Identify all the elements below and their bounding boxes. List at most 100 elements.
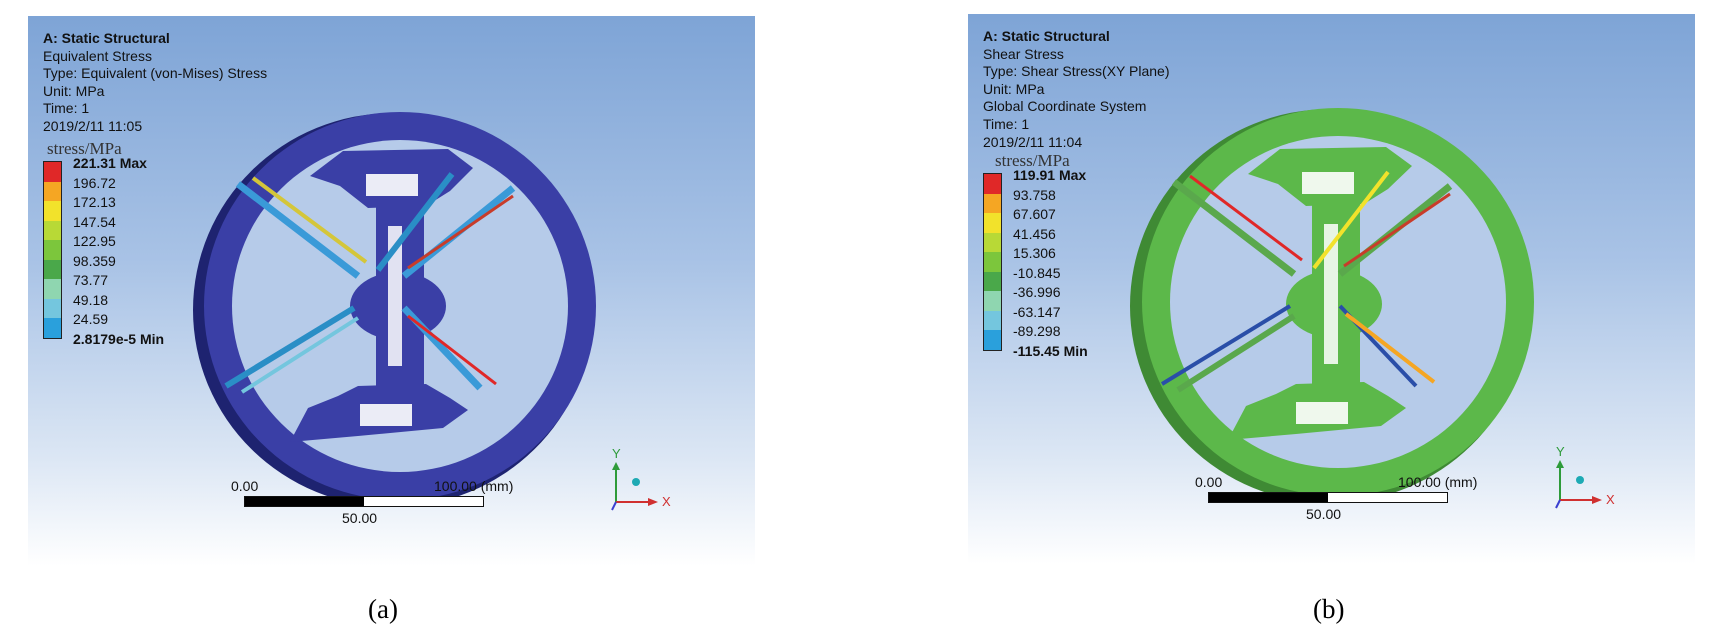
legend-value: 93.758 xyxy=(1013,186,1056,203)
legend-value: 49.18 xyxy=(73,291,109,308)
legend-swatch xyxy=(984,291,1001,311)
flexure-beam xyxy=(1160,304,1292,386)
y-arrowhead xyxy=(612,462,620,470)
model-b: Y X xyxy=(1130,108,1615,509)
flexure-beam xyxy=(375,172,455,272)
legend-swatch xyxy=(984,310,1001,330)
analysis-title: A: Static Structural xyxy=(43,30,170,46)
flexure-beam xyxy=(235,181,361,279)
legend-unit: stress/MPa xyxy=(995,151,1070,170)
legend-swatch xyxy=(44,259,61,279)
flexure-beam xyxy=(251,176,368,264)
flexure-beam xyxy=(1176,313,1296,393)
legend-swatch xyxy=(984,271,1001,291)
x-arrowhead xyxy=(1592,496,1602,504)
x-arrowhead xyxy=(648,498,658,506)
legend-swatch xyxy=(44,201,61,221)
header-b: A: Static Structural Shear Stress Type: … xyxy=(983,28,1170,151)
analysis-title: A: Static Structural xyxy=(983,28,1110,44)
y-arrowhead xyxy=(1556,460,1564,468)
legend-swatch xyxy=(44,298,61,318)
legend-swatch xyxy=(44,162,61,182)
legend-ticks: 221.31 Max 196.72 172.13 147.54 122.95 9… xyxy=(73,156,164,351)
flexure-beam xyxy=(1171,179,1297,277)
legend-swatch xyxy=(44,181,61,201)
triad-origin-marker xyxy=(632,478,640,486)
legend-swatch xyxy=(984,330,1001,350)
legend-value: 73.77 xyxy=(73,272,109,288)
scale-left-label: 0.00 xyxy=(1195,474,1223,490)
x-axis-label: X xyxy=(662,494,671,509)
wheel-model xyxy=(1130,108,1534,503)
result-type: Type: Equivalent (von-Mises) Stress xyxy=(43,65,268,82)
legend-value: 67.607 xyxy=(1013,206,1056,222)
scale-bar-fill xyxy=(245,497,364,506)
flexure-beam xyxy=(240,316,360,394)
legend-swatch xyxy=(44,318,61,338)
caption-b: (b) xyxy=(1313,594,1345,624)
legend-a: stress/MPa 221.31 Max 196.72 172.13 147.… xyxy=(43,139,164,345)
result-time: Time: 1 xyxy=(43,100,90,117)
model-a: Y X xyxy=(193,112,671,511)
legend-color-bar xyxy=(43,161,62,339)
scale-left-label: 0.00 xyxy=(231,478,259,494)
legend-swatch xyxy=(44,240,61,260)
z-axis-arrow xyxy=(1555,499,1561,509)
legend-value: 172.13 xyxy=(73,194,116,210)
scale-bar xyxy=(1208,492,1448,503)
y-axis-label: Y xyxy=(612,446,621,461)
result-coordinate-system: Global Coordinate System xyxy=(983,98,1147,115)
x-axis-label: X xyxy=(1606,492,1615,507)
legend-color-bar xyxy=(983,173,1002,351)
result-name: Shear Stress xyxy=(983,45,1064,62)
wheel-model xyxy=(193,112,596,507)
scale-bar-fill xyxy=(1209,493,1328,502)
caption-a: (a) xyxy=(368,594,398,624)
top-slot xyxy=(366,174,418,196)
flexure-beam xyxy=(1312,170,1390,270)
legend-min: -115.45 Min xyxy=(1013,342,1088,359)
legend-swatch xyxy=(984,252,1001,272)
y-axis-label: Y xyxy=(1556,444,1565,459)
flexure-beam xyxy=(1343,192,1451,268)
legend-unit: stress/MPa xyxy=(47,139,122,158)
result-name: Equivalent Stress xyxy=(43,47,152,64)
top-slot xyxy=(1302,172,1354,194)
legend-value: -63.147 xyxy=(1013,303,1061,320)
legend-ticks: 119.91 Max 93.758 67.607 41.456 15.306 -… xyxy=(1013,168,1088,363)
panel-a: A: Static Structural Equivalent Stress T… xyxy=(28,16,755,566)
legend-value: 98.359 xyxy=(73,252,116,269)
result-type: Type: Shear Stress(XY Plane) xyxy=(983,63,1170,80)
triad-b: Y X xyxy=(1555,444,1615,509)
legend-max: 221.31 Max xyxy=(73,155,147,171)
scale-bar xyxy=(244,496,484,507)
legend-value: -10.845 xyxy=(1013,264,1061,281)
bottom-slot xyxy=(1296,402,1348,424)
triad-a: Y X xyxy=(611,446,671,511)
flexure-beam xyxy=(1344,312,1436,384)
legend-swatch xyxy=(984,213,1001,233)
flexure-beam xyxy=(407,194,514,270)
flexure-beam xyxy=(407,314,497,386)
legend-b: stress/MPa 119.91 Max 93.758 67.607 41.4… xyxy=(983,151,1088,357)
result-time: Time: 1 xyxy=(983,115,1030,132)
bottom-slot xyxy=(360,404,412,426)
column-slot xyxy=(388,226,402,366)
legend-min: 2.8179e-5 Min xyxy=(73,330,165,347)
scale-right-label: 100.00 (mm) xyxy=(434,478,514,494)
legend-swatch xyxy=(44,279,61,299)
legend-value: 41.456 xyxy=(1013,225,1056,242)
header-a: A: Static Structural Equivalent Stress T… xyxy=(43,30,267,136)
scale-right-label: 100.00 (mm) xyxy=(1398,474,1478,490)
legend-value: -36.996 xyxy=(1013,284,1061,300)
legend-value: 196.72 xyxy=(73,174,116,191)
flexure-beam xyxy=(1189,174,1303,262)
triad-origin-marker xyxy=(1576,476,1584,484)
legend-swatch xyxy=(984,174,1001,194)
legend-value: 147.54 xyxy=(73,213,116,230)
column-slot xyxy=(1324,224,1338,364)
result-date: 2019/2/11 11:04 xyxy=(983,133,1083,150)
legend-swatch xyxy=(984,193,1001,213)
panel-b: A: Static Structural Shear Stress Type: … xyxy=(968,14,1695,564)
legend-swatch xyxy=(984,232,1001,252)
